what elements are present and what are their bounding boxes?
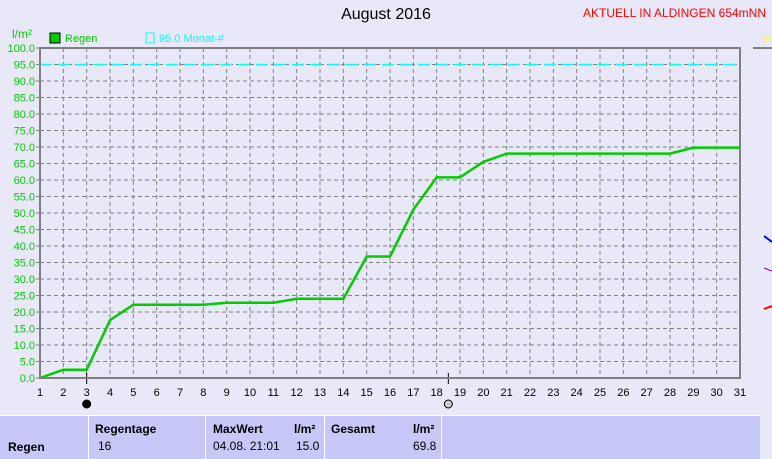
y-tick-label: 10.0 bbox=[14, 340, 35, 352]
x-tick-label: 29 bbox=[687, 387, 699, 399]
maxwert-time: 04.08. 21:01 bbox=[213, 439, 280, 453]
side-panel: n bbox=[753, 33, 772, 309]
y-tick-label: 20.0 bbox=[14, 307, 35, 319]
legend-monat-label: 95.0 Monat-# bbox=[159, 33, 225, 45]
x-tick-label: 28 bbox=[664, 387, 676, 399]
x-tick-label: 24 bbox=[571, 387, 583, 399]
x-tick-label: 5 bbox=[130, 387, 136, 399]
y-tick-label: 35.0 bbox=[14, 258, 35, 270]
x-tick-label: 15 bbox=[361, 387, 373, 399]
y-tick-label: 0.0 bbox=[20, 373, 35, 385]
x-tick-label: 20 bbox=[477, 387, 489, 399]
x-tick-label: 12 bbox=[291, 387, 303, 399]
x-tick-label: 31 bbox=[734, 387, 746, 399]
y-tick-label: 60.0 bbox=[14, 175, 35, 187]
x-tick-label: 14 bbox=[337, 387, 349, 399]
x-tick-label: 13 bbox=[314, 387, 326, 399]
x-tick-label: 2 bbox=[60, 387, 66, 399]
y-tick-label: 95.0 bbox=[14, 60, 35, 72]
y-tick-label: 100.0 bbox=[7, 43, 35, 55]
y-tick-label: 55.0 bbox=[14, 192, 35, 204]
x-tick-label: 25 bbox=[594, 387, 606, 399]
y-tick-label: 45.0 bbox=[14, 225, 35, 237]
y-tick-label: 25.0 bbox=[14, 291, 35, 303]
x-tick-label: 3 bbox=[84, 387, 90, 399]
x-tick-label: 16 bbox=[384, 387, 396, 399]
regentage-value: 16 bbox=[98, 439, 111, 453]
y-tick-label: 5.0 bbox=[20, 357, 35, 369]
gesamt-value: 69.8 bbox=[413, 439, 436, 453]
rain-chart: l/m² Regen 95.0 Monat-# 0.0 5.0 10.0 15.0 20… bbox=[0, 0, 772, 415]
x-tick-label: 4 bbox=[107, 387, 113, 399]
y-tick-label: 30.0 bbox=[14, 274, 35, 286]
maxwert-value: 15.0 bbox=[296, 439, 319, 453]
new-moon-icon bbox=[83, 400, 91, 408]
legend-regen-label: Regen bbox=[65, 33, 97, 45]
y-tick-label: 80.0 bbox=[14, 109, 35, 121]
x-tick-label: 9 bbox=[224, 387, 230, 399]
y-tick-label: 65.0 bbox=[14, 159, 35, 171]
legend-regen-swatch bbox=[50, 33, 60, 43]
full-moon-icon bbox=[444, 400, 452, 408]
y-tick-label: 90.0 bbox=[14, 76, 35, 88]
y-axis-label: l/m² bbox=[12, 27, 32, 41]
x-tick-label: 19 bbox=[454, 387, 466, 399]
legend-monat-swatch bbox=[146, 33, 154, 43]
svg-text:n: n bbox=[765, 33, 771, 45]
y-tick-label: 40.0 bbox=[14, 241, 35, 253]
regentage-header: Regentage bbox=[95, 422, 156, 436]
x-tick-label: 7 bbox=[177, 387, 183, 399]
x-tick-label: 10 bbox=[244, 387, 256, 399]
x-tick-label: 22 bbox=[524, 387, 536, 399]
x-tick-label: 27 bbox=[641, 387, 653, 399]
y-tick-label: 75.0 bbox=[14, 126, 35, 138]
maxwert-header: MaxWert bbox=[213, 422, 263, 436]
summary-table: Regen Regentage 16 MaxWert l/m² 04.08. 2… bbox=[0, 415, 760, 459]
x-tick-label: 26 bbox=[617, 387, 629, 399]
y-tick-label: 85.0 bbox=[14, 93, 35, 105]
x-tick-label: 6 bbox=[154, 387, 160, 399]
y-tick-label: 70.0 bbox=[14, 142, 35, 154]
x-tick-label: 8 bbox=[200, 387, 206, 399]
y-tick-label: 50.0 bbox=[14, 208, 35, 220]
maxwert-unit: l/m² bbox=[294, 422, 315, 436]
x-tick-label: 11 bbox=[268, 387, 279, 399]
x-tick-label: 18 bbox=[431, 387, 443, 399]
gesamt-unit: l/m² bbox=[413, 422, 434, 436]
row-label: Regen bbox=[8, 440, 45, 454]
x-tick-label: 30 bbox=[711, 387, 723, 399]
x-tick-label: 1 bbox=[37, 387, 43, 399]
x-tick-label: 21 bbox=[501, 387, 513, 399]
x-tick-label: 17 bbox=[407, 387, 419, 399]
x-tick-label: 23 bbox=[547, 387, 559, 399]
y-tick-label: 15.0 bbox=[14, 324, 35, 336]
gesamt-header: Gesamt bbox=[331, 422, 375, 436]
